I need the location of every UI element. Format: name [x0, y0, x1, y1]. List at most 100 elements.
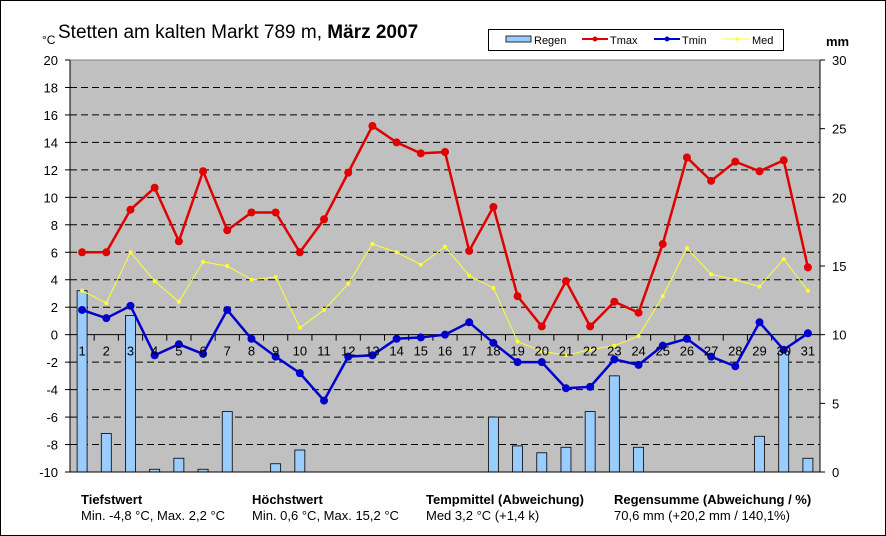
y-left-tick-label: 2 [51, 300, 58, 315]
point-tmin-day-27 [707, 352, 716, 361]
point-tmin-day-18 [489, 338, 498, 347]
bar-regen-day-1 [76, 290, 88, 473]
y-left-tick-label: 4 [51, 273, 58, 288]
bar-regen-day-19 [512, 445, 523, 473]
point-tmax-day-19 [513, 292, 522, 301]
bar-regen-day-3 [125, 315, 136, 473]
point-tmin-day-23 [610, 355, 619, 364]
y-left-tick-label: 18 [44, 80, 58, 95]
bar-regen-day-5 [173, 457, 185, 473]
point-med-day-25 [660, 294, 665, 299]
point-med-day-17 [467, 273, 472, 278]
point-med-day-22 [588, 347, 593, 352]
x-tick-label: 16 [438, 344, 452, 359]
point-med-day-20 [539, 349, 544, 354]
x-tick-label: 31 [801, 344, 815, 359]
y-left-tick-label: 14 [44, 135, 58, 150]
bar-regen-day-20 [536, 452, 548, 473]
footer-regensumme: Regensumme (Abweichung / %) 70,6 mm (+20,… [614, 492, 811, 524]
point-med-day-18 [491, 285, 496, 290]
point-tmax-day-25 [658, 240, 667, 249]
point-med-day-9 [273, 274, 278, 279]
point-med-day-21 [563, 353, 568, 358]
x-tick-label: 26 [680, 344, 694, 359]
point-tmax-day-4 [150, 183, 159, 192]
point-med-day-16 [443, 244, 447, 249]
point-med-day-8 [249, 277, 254, 282]
point-med-day-4 [152, 279, 157, 284]
bar-regen-day-2 [100, 433, 112, 473]
y-left-tick-label: 10 [44, 190, 58, 205]
footer-hoechstwert: Höchstwert Min. 0,6 °C, Max. 15,2 °C [252, 492, 399, 524]
chart-title: Stetten am kalten Markt 789 m, März 2007 [58, 22, 418, 43]
point-tmin-day-6 [199, 349, 208, 358]
point-tmin-day-24 [634, 360, 643, 369]
point-tmin-day-30 [779, 345, 788, 354]
footer-tempmittel: Tempmittel (Abweichung) Med 3,2 °C (+1,4 … [426, 492, 584, 524]
y-left-tick-label: 16 [44, 108, 58, 123]
point-tmax-day-14 [392, 138, 401, 147]
point-med-day-26 [684, 246, 689, 251]
footer-title: Tiefstwert [81, 492, 143, 507]
x-tick-label: 27 [704, 344, 718, 359]
x-tick-label: 5 [175, 344, 182, 359]
point-tmax-day-1 [78, 248, 87, 257]
y-left-tick-label: -4 [46, 383, 58, 398]
x-tick-label: 29 [752, 344, 766, 359]
point-tmin-day-12 [344, 352, 353, 361]
point-tmax-day-12 [344, 168, 353, 177]
point-tmin-day-28 [731, 362, 740, 371]
footer-text: Min. 0,6 °C, Max. 15,2 °C [252, 508, 399, 523]
point-tmax-day-6 [199, 167, 208, 176]
y-left-tick-label: -8 [46, 438, 58, 453]
x-tick-label: 22 [583, 344, 597, 359]
point-tmin-day-25 [658, 341, 667, 350]
x-tick-label: 19 [510, 344, 524, 359]
point-tmin-day-2 [102, 314, 111, 323]
point-tmax-day-28 [731, 157, 740, 166]
y-right-tick-label: 25 [832, 122, 846, 137]
bar-regen-day-23 [608, 375, 620, 473]
footer-title: Tempmittel (Abweichung) [426, 492, 584, 507]
bar-regen-day-21 [560, 446, 572, 473]
y-left-tick-label: 20 [44, 53, 58, 68]
y-left-tick-label: 12 [44, 163, 58, 178]
point-med-day-7 [225, 264, 230, 268]
x-tick-label: 7 [224, 344, 231, 359]
bar-regen-day-29 [754, 435, 765, 473]
point-med-day-29 [757, 284, 762, 289]
x-tick-label: 13 [365, 344, 379, 359]
point-med-day-19 [515, 339, 520, 344]
x-tick-label: 28 [728, 344, 742, 359]
x-tick-label: 6 [199, 344, 206, 359]
point-tmax-day-23 [610, 297, 619, 306]
bar-regen-day-24 [633, 446, 644, 473]
x-tick-label: 21 [559, 344, 573, 359]
x-tick-label: 17 [462, 344, 476, 359]
point-tmin-day-3 [126, 301, 135, 310]
x-tick-label: 24 [631, 344, 645, 359]
legend-tmin-marker [664, 36, 670, 42]
x-tick-label: 10 [293, 344, 307, 359]
legend-tmin: Tmin [682, 35, 706, 47]
x-tick-label: 14 [389, 344, 403, 359]
x-tick-label: 4 [151, 344, 158, 359]
legend-med: Med [752, 35, 773, 47]
point-tmin-day-7 [223, 305, 232, 314]
y-left-tick-label: 8 [51, 218, 58, 233]
point-tmax-day-15 [416, 149, 425, 158]
x-tick-label: 18 [486, 344, 500, 359]
y-right-tick-label: 5 [832, 396, 839, 411]
point-tmin-day-8 [247, 334, 256, 343]
footer-text: Min. -4,8 °C, Max. 2,2 °C [81, 508, 226, 523]
footer-tiefstwert: Tiefstwert Min. -4,8 °C, Max. 2,2 °C [81, 492, 225, 524]
point-med-day-3 [128, 250, 133, 255]
point-med-day-2 [104, 301, 109, 306]
point-tmax-day-22 [586, 322, 595, 331]
point-tmax-day-31 [803, 263, 812, 272]
x-tick-label: 9 [272, 344, 279, 359]
point-tmax-day-17 [465, 246, 474, 255]
point-tmax-day-24 [634, 308, 643, 317]
